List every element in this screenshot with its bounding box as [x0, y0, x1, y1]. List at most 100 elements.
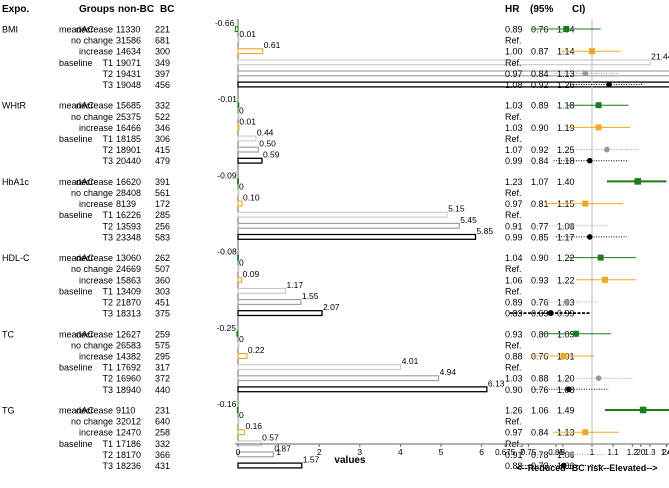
bar-value-label: 1.57: [303, 455, 320, 465]
category-label: increase: [79, 123, 113, 133]
ci-lower: 1.06: [531, 406, 549, 416]
bc-count: 575: [155, 340, 170, 350]
bar-value-label: 5.85: [477, 226, 494, 236]
hr-value: 1.06: [505, 275, 523, 285]
bar-tc-decrease: [236, 330, 239, 337]
header-expo: Expo.: [2, 4, 29, 15]
non-bc-count: 8139: [116, 199, 136, 209]
hr-point: [595, 375, 602, 382]
category-label: no change: [71, 417, 113, 427]
header-non-bc: non-BC: [118, 4, 154, 15]
ci-upper: 1.18: [557, 101, 575, 111]
bc-count: 479: [155, 156, 170, 166]
non-bc-count: 19071: [116, 58, 141, 68]
ci-upper: 1.08: [557, 385, 575, 395]
category-label: T3: [102, 309, 113, 319]
bc-count: 332: [155, 439, 170, 449]
header-hr: HR: [505, 4, 520, 15]
hr-value: 1.08: [505, 80, 523, 90]
non-bc-count: 24669: [116, 264, 141, 274]
hr-tick-label: 0.675: [495, 448, 516, 457]
non-bc-count: 15863: [116, 275, 141, 285]
bar-tick-label: 6: [479, 447, 484, 457]
hr-point: [565, 386, 572, 393]
ci-lower: 0.81: [531, 199, 549, 209]
hr-point: [582, 70, 589, 77]
ci-upper: 1.13: [557, 69, 575, 79]
ci-lower: 0.80: [531, 329, 549, 339]
bar-tc-increase: [237, 353, 248, 359]
bar-hdl-c-no-change: [237, 265, 240, 272]
non-bc-count: 26583: [116, 340, 141, 350]
non-bc-count: 17186: [116, 439, 141, 449]
bar-value-label: -0.16: [217, 399, 237, 409]
bc-count: 221: [155, 25, 170, 35]
ref-label: Ref.: [505, 112, 522, 122]
bar-tick-label: 2: [317, 447, 322, 457]
bar-tick-label: 24: [662, 447, 669, 457]
bar-tg-increase: [237, 429, 246, 436]
bar-value-label: 0.50: [259, 139, 276, 149]
hr-point: [604, 146, 610, 153]
bc-count: 375: [155, 309, 170, 319]
ci-upper: 1.25: [557, 145, 575, 155]
bc-count: 346: [155, 123, 170, 133]
hr-value: 0.93: [505, 329, 523, 339]
non-bc-count: 18236: [116, 461, 141, 471]
non-bc-count: 13593: [116, 221, 141, 231]
expo-label: WHtR: [2, 101, 26, 111]
hr-point: [595, 124, 602, 131]
ci-upper: 1.20: [557, 374, 575, 384]
hr-point: [572, 330, 579, 337]
category-label: no change: [71, 264, 113, 274]
ci-upper: 1.18: [557, 156, 575, 166]
category-label: decrease: [76, 25, 113, 35]
bar-value-label: -0.25: [217, 323, 237, 333]
hr-point: [560, 462, 567, 469]
non-bc-count: 23348: [116, 232, 141, 242]
bar-value-label: 0: [239, 182, 244, 192]
group-label: baseline: [59, 363, 93, 373]
bar-tg-T1: [237, 440, 262, 447]
bar-tg-decrease: [236, 407, 239, 413]
ci-lower: 0.93: [531, 275, 549, 285]
hr-point: [547, 310, 554, 317]
ci-upper: 1.17: [557, 232, 575, 242]
bar-tick-label: 20: [636, 447, 646, 457]
non-bc-count: 16226: [116, 210, 141, 220]
bar-value-label: 0: [239, 105, 244, 115]
bar-bmi-T1: [237, 59, 651, 66]
hr-value: 0.91: [505, 450, 523, 460]
non-bc-count: 20440: [116, 156, 141, 166]
bar-tc-T2: [237, 375, 440, 382]
non-bc-count: 12470: [116, 428, 141, 438]
bar-value-label: 0.22: [248, 345, 265, 355]
ci-lower: 0.73: [531, 461, 549, 471]
category-label: no change: [71, 188, 113, 198]
group-label: baseline: [59, 134, 93, 144]
hr-value: 0.89: [505, 25, 523, 35]
non-bc-count: 18185: [116, 134, 141, 144]
bar-value-label: 0: [239, 258, 244, 268]
category-label: T2: [102, 450, 113, 460]
bar-hba1c-T2: [237, 222, 460, 229]
bar-value-label: 2.07: [323, 302, 340, 312]
bc-count: 391: [155, 177, 170, 187]
category-label: T1: [102, 58, 113, 68]
bc-count: 561: [155, 188, 170, 198]
bc-count: 366: [155, 450, 170, 460]
hr-tick-label: 1: [590, 448, 595, 457]
ref-label: Ref.: [505, 363, 522, 373]
header-ci: CI): [572, 4, 585, 15]
group-label: baseline: [59, 286, 93, 296]
bar-value-label: 0.61: [264, 40, 281, 50]
hr-point: [606, 81, 612, 88]
ci-upper: 1.19: [557, 123, 575, 133]
group-label: meanAC: [59, 101, 95, 111]
category-label: increase: [79, 428, 113, 438]
bar-hdl-c-increase: [237, 276, 243, 283]
bar-hba1c-T1: [237, 211, 448, 218]
non-bc-count: 18940: [116, 385, 141, 395]
header-bc: BC: [160, 4, 174, 15]
hr-point: [589, 48, 595, 55]
